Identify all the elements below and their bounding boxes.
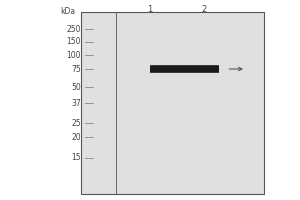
Text: 50: 50: [71, 83, 81, 92]
Bar: [81, 12, 264, 194]
Text: 37: 37: [71, 98, 81, 108]
Text: 20: 20: [71, 133, 81, 142]
Text: 2: 2: [201, 4, 207, 14]
Text: 250: 250: [67, 24, 81, 33]
Text: 15: 15: [71, 154, 81, 162]
Text: 150: 150: [67, 38, 81, 46]
Text: kDa: kDa: [60, 7, 75, 16]
Text: 1: 1: [147, 4, 153, 14]
Text: 75: 75: [71, 64, 81, 73]
Text: 100: 100: [67, 50, 81, 60]
Text: 25: 25: [71, 118, 81, 128]
